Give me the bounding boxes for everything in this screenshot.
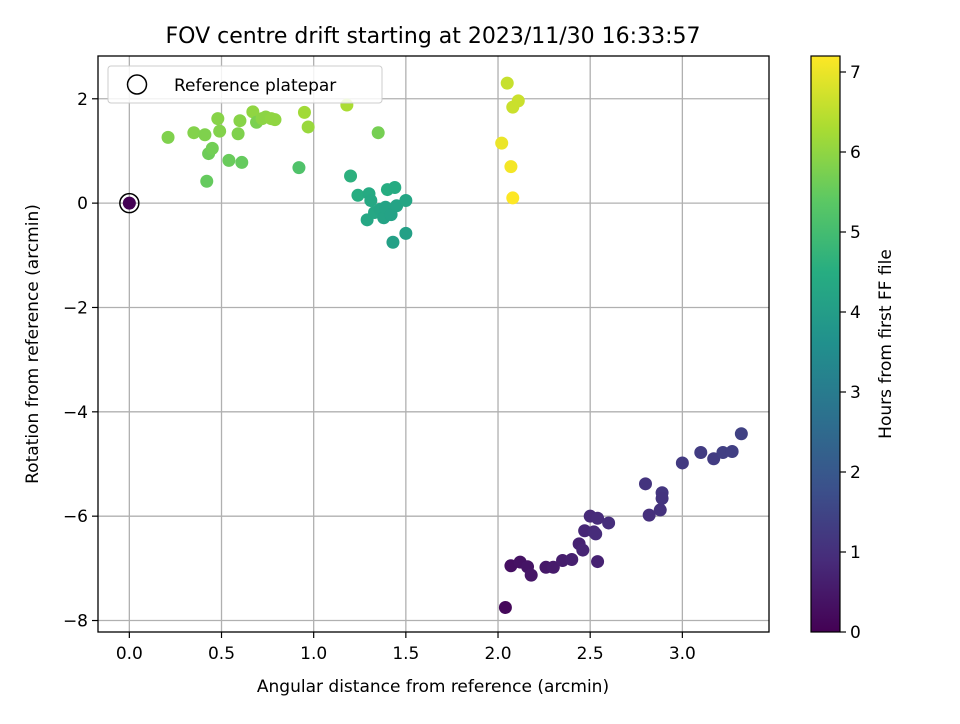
legend: Reference platepar: [107, 65, 383, 104]
data-point: [364, 194, 378, 208]
colorbar-tick-label: 0: [850, 623, 861, 643]
colorbar-tick-label: 1: [850, 543, 861, 563]
data-point: [546, 560, 560, 574]
data-point: [301, 120, 315, 134]
colorbar-tick-label: 7: [850, 63, 861, 83]
y-axis-ticks: 2 0 −2 −4 −6 −8: [63, 90, 98, 632]
data-point: [388, 180, 402, 194]
data-point: [246, 105, 260, 119]
colorbar: 0 1 2 3 4 5 6 7 Hours from first FF file: [810, 55, 896, 643]
x-tick-label: 1.5: [392, 644, 419, 664]
data-point: [655, 491, 669, 505]
data-point: [231, 127, 245, 141]
data-point: [694, 446, 708, 460]
data-point: [187, 126, 201, 140]
data-point: [292, 161, 306, 175]
data-point: [591, 555, 605, 569]
data-point: [213, 124, 227, 138]
legend-marker-reference: [126, 74, 148, 95]
legend-box: [107, 65, 383, 104]
data-point: [524, 568, 538, 582]
data-point: [386, 235, 400, 249]
data-point: [205, 141, 219, 155]
data-point: [268, 113, 282, 127]
data-point: [565, 552, 579, 566]
y-axis-label: Rotation from reference (arcmin): [23, 204, 43, 484]
data-point: [297, 105, 311, 119]
data-point: [200, 174, 214, 188]
x-tick-label: 2.0: [484, 644, 511, 664]
x-axis-label: Angular distance from reference (arcmin): [257, 677, 609, 697]
data-point: [675, 456, 689, 470]
colorbar-tick-label: 2: [850, 463, 861, 483]
data-point: [399, 226, 413, 240]
data-point: [495, 136, 509, 150]
data-point: [399, 194, 413, 208]
x-tick-label: 2.5: [577, 644, 604, 664]
colorbar-tick-label: 3: [850, 383, 861, 403]
colorbar-gradient: [810, 55, 841, 633]
y-tick-label: 0: [77, 194, 88, 214]
data-point: [734, 427, 748, 441]
y-tick-label: 2: [77, 90, 88, 110]
x-tick-label: 0.0: [116, 644, 143, 664]
data-points: [119, 76, 748, 614]
grid: [98, 56, 769, 632]
legend-label-reference: Reference platepar: [174, 76, 336, 96]
data-point: [371, 126, 385, 140]
colorbar-label: Hours from first FF file: [876, 249, 896, 439]
data-point: [725, 444, 739, 458]
reference-platepar-marker: [119, 192, 140, 214]
data-point: [602, 516, 616, 530]
data-point: [122, 196, 136, 210]
colorbar-ticks: 0 1 2 3 4 5 6 7: [840, 63, 861, 643]
data-point: [233, 114, 247, 128]
x-tick-label: 0.5: [208, 644, 235, 664]
data-point: [498, 600, 512, 614]
x-tick-label: 3.0: [669, 644, 696, 664]
data-point: [235, 155, 249, 169]
y-tick-label: −8: [63, 612, 88, 632]
data-point: [351, 188, 365, 202]
data-point: [511, 94, 525, 108]
x-tick-label: 1.0: [300, 644, 327, 664]
plot-frame: [97, 55, 770, 633]
data-point: [638, 477, 652, 491]
colorbar-tick-label: 6: [850, 143, 861, 163]
data-point: [198, 128, 212, 142]
colorbar-tick-label: 5: [850, 223, 861, 243]
data-point: [589, 527, 603, 541]
data-point: [504, 160, 518, 174]
data-point: [642, 508, 656, 522]
data-point: [576, 543, 590, 557]
data-point: [707, 452, 721, 466]
x-axis-ticks: 0.0 0.5 1.0 1.5 2.0 2.5 3.0: [116, 632, 696, 664]
colorbar-tick-label: 4: [850, 303, 861, 323]
chart-title: FOV centre drift starting at 2023/11/30 …: [166, 24, 701, 49]
y-tick-label: −2: [63, 298, 88, 318]
y-tick-label: −6: [63, 507, 88, 527]
y-tick-label: −4: [63, 403, 88, 423]
data-point: [500, 76, 514, 90]
data-point: [653, 503, 667, 517]
data-point: [591, 511, 605, 525]
data-point: [211, 112, 225, 126]
data-point: [222, 153, 236, 167]
data-point: [161, 130, 175, 144]
data-point: [506, 191, 520, 205]
data-point: [344, 169, 358, 183]
